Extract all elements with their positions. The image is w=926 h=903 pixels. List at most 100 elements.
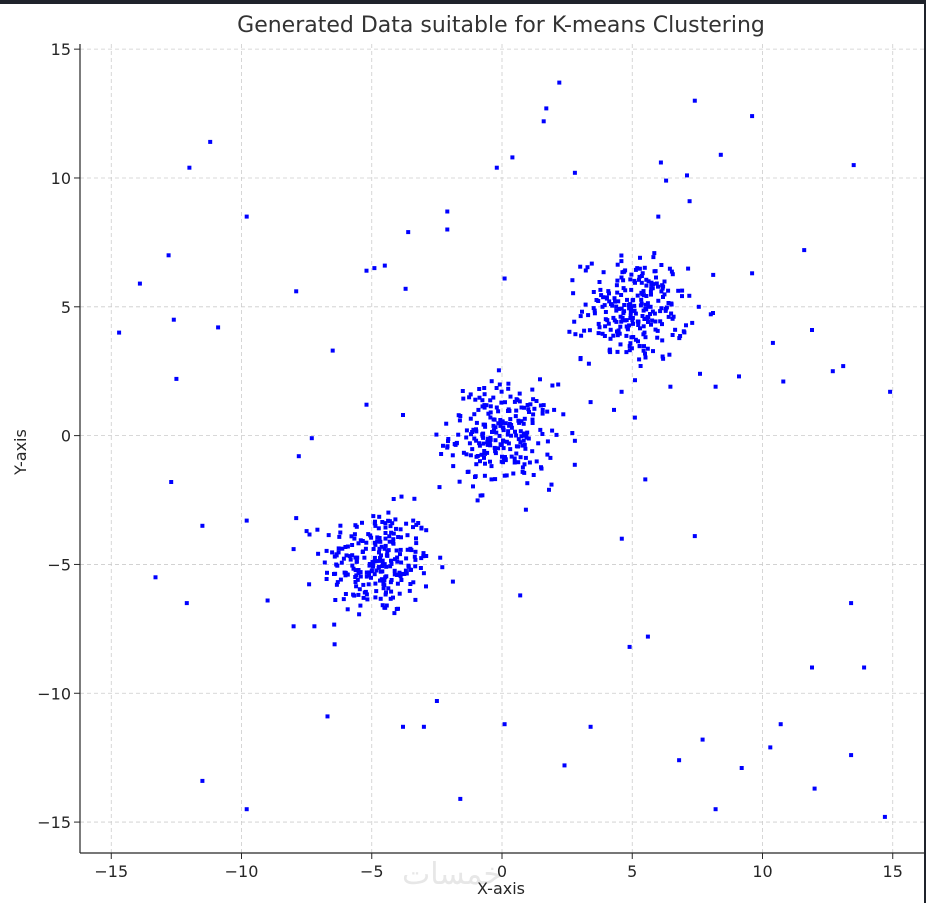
data-point xyxy=(488,437,493,442)
data-point xyxy=(488,410,493,415)
data-point xyxy=(518,440,523,445)
data-point xyxy=(413,597,418,602)
data-point xyxy=(339,560,344,565)
data-point xyxy=(810,665,814,670)
data-point xyxy=(117,330,122,335)
data-point xyxy=(528,402,533,407)
data-point xyxy=(452,442,457,446)
data-point xyxy=(652,251,657,256)
data-point xyxy=(375,535,380,540)
data-point xyxy=(625,297,629,302)
data-point xyxy=(395,573,399,577)
data-point xyxy=(372,540,377,545)
data-point xyxy=(655,335,660,340)
data-point xyxy=(522,405,527,410)
data-point xyxy=(524,435,529,440)
data-point xyxy=(454,440,459,445)
data-point xyxy=(474,420,479,425)
data-point xyxy=(391,531,396,536)
data-point xyxy=(464,428,469,433)
data-point xyxy=(521,431,526,436)
data-point xyxy=(369,535,374,540)
data-point xyxy=(208,139,213,144)
data-point xyxy=(484,403,489,408)
data-point xyxy=(380,558,385,563)
data-point xyxy=(628,277,633,282)
data-point xyxy=(652,311,657,316)
data-point xyxy=(350,563,355,568)
data-point xyxy=(538,377,542,382)
data-point xyxy=(711,311,715,315)
data-point xyxy=(352,532,357,537)
y-tick-label: 5 xyxy=(61,298,71,317)
data-point xyxy=(382,605,387,610)
data-point xyxy=(607,299,612,304)
data-point xyxy=(395,555,400,560)
data-point xyxy=(493,477,498,482)
y-axis-label: Y-axis xyxy=(11,429,30,476)
data-point xyxy=(352,536,357,541)
data-point xyxy=(350,553,355,558)
data-point xyxy=(628,341,633,346)
data-point xyxy=(458,414,463,418)
data-point xyxy=(513,414,518,419)
data-point xyxy=(476,407,481,412)
data-point xyxy=(520,465,525,470)
data-point xyxy=(332,642,337,647)
data-point xyxy=(378,539,383,544)
data-point xyxy=(421,554,426,559)
data-point xyxy=(592,308,597,313)
data-point xyxy=(482,386,487,390)
data-point xyxy=(337,534,342,539)
data-point xyxy=(501,446,506,451)
data-point xyxy=(573,332,578,337)
data-point xyxy=(632,415,637,420)
data-point xyxy=(556,382,561,387)
data-point xyxy=(324,548,329,553)
data-point xyxy=(375,539,380,544)
data-point xyxy=(656,284,660,289)
data-point xyxy=(512,456,517,461)
data-point xyxy=(659,306,664,311)
data-point xyxy=(670,333,675,337)
data-point xyxy=(648,304,653,309)
data-point xyxy=(411,518,416,523)
data-point xyxy=(482,449,487,453)
data-point xyxy=(398,527,403,532)
data-point xyxy=(373,523,378,528)
data-point xyxy=(291,624,296,629)
data-point xyxy=(641,289,646,294)
data-point xyxy=(639,297,644,302)
data-point xyxy=(438,555,443,560)
data-point xyxy=(600,304,605,309)
data-point xyxy=(137,281,142,286)
data-point xyxy=(570,431,575,435)
data-point xyxy=(244,518,249,523)
data-point xyxy=(391,541,396,546)
data-point xyxy=(388,596,393,601)
data-point xyxy=(660,286,665,291)
data-point xyxy=(623,288,628,293)
data-point xyxy=(580,309,584,314)
data-point xyxy=(642,265,647,270)
data-point xyxy=(768,745,773,750)
data-point xyxy=(378,555,382,560)
data-point xyxy=(635,266,640,271)
data-point xyxy=(384,574,389,579)
data-point xyxy=(639,274,644,278)
data-point xyxy=(713,384,718,389)
data-point xyxy=(516,460,521,465)
data-point xyxy=(503,457,508,461)
data-point xyxy=(304,529,309,534)
data-point xyxy=(531,412,536,417)
data-point xyxy=(424,554,429,558)
data-point xyxy=(474,438,479,443)
data-point xyxy=(687,293,692,298)
data-point xyxy=(521,421,526,426)
data-point xyxy=(523,507,528,512)
data-point xyxy=(538,427,543,432)
data-point xyxy=(583,302,588,307)
scatter-chart: Generated Data suitable for K-means Clus… xyxy=(11,13,924,898)
data-point xyxy=(399,494,404,499)
data-point xyxy=(184,601,189,606)
